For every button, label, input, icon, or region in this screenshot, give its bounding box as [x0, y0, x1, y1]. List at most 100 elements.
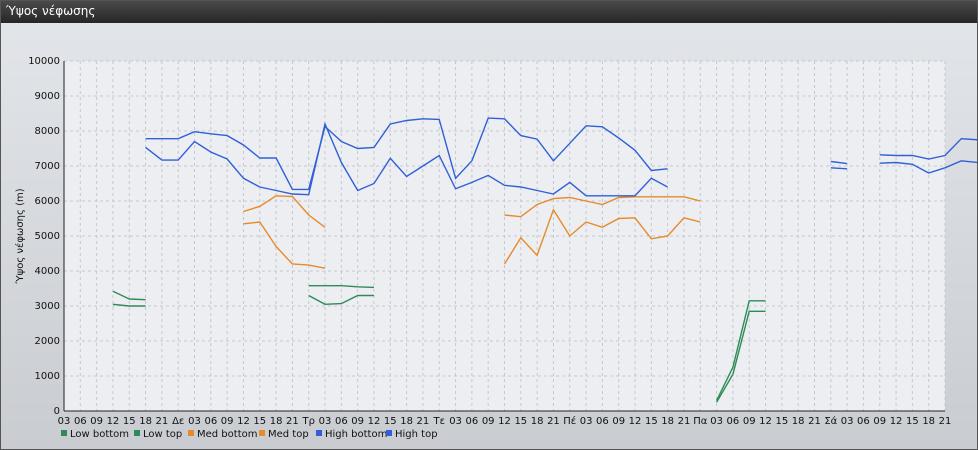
x-tick-label: 15: [384, 416, 397, 427]
y-tick-labels: 0 1000 2000 3000 4000 5000 6000 7000 8000 9000 100…: [28, 56, 60, 417]
series-line-low-bottom: [715, 310, 766, 403]
x-tick-label: 06: [857, 416, 870, 427]
y-tick-label: 10000: [28, 56, 60, 67]
x-tick-label: 06: [74, 416, 87, 427]
legend-label: Med top: [268, 429, 309, 440]
series-line-high-bottom: [145, 121, 668, 197]
y-tick-label: 2000: [35, 336, 60, 347]
x-tick-label: 09: [351, 416, 364, 427]
series-line-low-top: [715, 300, 766, 401]
x-tick-label: 06: [466, 416, 479, 427]
x-tick-label: 03: [188, 416, 201, 427]
series-line-med-top: [504, 196, 701, 218]
y-tick-label: 1000: [35, 371, 60, 382]
series-line-high-top: [830, 160, 848, 165]
x-tick-label: Σά: [824, 415, 837, 427]
x-tick-label: 18: [792, 416, 805, 427]
y-tick-label: 7000: [35, 161, 60, 172]
series-line-low-bottom: [112, 303, 146, 307]
x-tick-label: 15: [514, 416, 527, 427]
x-tick-label: 21: [417, 416, 430, 427]
x-tick-label: 06: [596, 416, 609, 427]
x-tick-label: 12: [890, 416, 903, 427]
x-tick-label: 12: [759, 416, 772, 427]
title-bar: Ύψος νέφωσης: [1, 1, 977, 23]
x-tick-label: 21: [808, 416, 821, 427]
series-line-low-top: [112, 290, 146, 301]
x-tick-label: 18: [400, 416, 413, 427]
x-tick-label: Τρ: [301, 416, 314, 427]
series-line-med-bottom: [243, 221, 326, 269]
series-line-high-top: [879, 137, 977, 160]
x-tick-label: 03: [449, 416, 462, 427]
x-tick-label: 03: [580, 416, 593, 427]
legend-swatch: [188, 430, 194, 436]
x-tick-label: 09: [90, 416, 103, 427]
series-line-med-top: [243, 195, 326, 228]
y-axis-label: Ύψος νέφωσης (m): [14, 188, 26, 284]
x-tick-labels: 03 06 09 12 15 18 21 Δε 03 06 09 12 15 18 21 Τρ 03 06 09 12…: [58, 415, 952, 427]
axes: [63, 61, 945, 412]
series-line-low-bottom: [308, 294, 374, 306]
series-line-low-top: [308, 285, 375, 289]
legend-swatch: [134, 430, 140, 436]
x-tick-label: 06: [335, 416, 348, 427]
x-tick-label: 15: [906, 416, 919, 427]
x-tick-label: 18: [139, 416, 152, 427]
legend: Low bottom Low top Med bottom Med top High b…: [61, 429, 438, 440]
x-tick-label: 06: [727, 416, 740, 427]
x-tick-label: 12: [237, 416, 250, 427]
x-tick-label: 15: [123, 416, 136, 427]
x-tick-label: Πέ: [563, 415, 576, 427]
x-tick-label: 09: [612, 416, 625, 427]
y-tick-label: 3000: [35, 301, 60, 312]
x-tick-label: 12: [629, 416, 642, 427]
x-tick-label: 12: [368, 416, 381, 427]
window-title: Ύψος νέφωσης: [6, 4, 96, 18]
x-tick-label: 15: [253, 416, 266, 427]
x-tick-label: 18: [922, 416, 935, 427]
x-tick-label: 03: [319, 416, 332, 427]
x-tick-label: 12: [498, 416, 511, 427]
y-tick-label: 0: [54, 406, 60, 417]
series-line-high-bottom: [879, 160, 977, 174]
x-tick-label: Πα: [693, 416, 708, 427]
legend-swatch: [316, 430, 322, 436]
x-tick-label: 06: [204, 416, 217, 427]
x-tick-label: 21: [547, 416, 560, 427]
x-tick-label: 09: [743, 416, 756, 427]
x-tick-label: 03: [841, 416, 854, 427]
grid: [63, 60, 946, 412]
y-tick-label: 9000: [35, 91, 60, 102]
legend-label: High top: [395, 429, 438, 440]
legend-swatch: [386, 430, 392, 436]
x-tick-label: 21: [678, 416, 691, 427]
series-line-high-bottom: [830, 167, 848, 170]
series-lines: [112, 117, 977, 403]
x-tick-label: 21: [156, 416, 169, 427]
legend-label: High bottom: [325, 429, 387, 440]
y-tick-label: 8000: [35, 126, 60, 137]
legend-swatch: [259, 430, 265, 436]
x-tick-label: Δε: [172, 416, 184, 427]
y-tick-label: 6000: [35, 196, 60, 207]
x-tick-label: 15: [775, 416, 788, 427]
x-tick-label: 21: [286, 416, 299, 427]
x-tick-label: 18: [531, 416, 544, 427]
legend-label: Low bottom: [70, 429, 129, 440]
legend-swatch: [61, 430, 67, 436]
x-tick-label: 03: [58, 416, 71, 427]
x-tick-label: 21: [939, 416, 952, 427]
y-tick-label: 4000: [35, 266, 60, 277]
x-tick-label: 12: [107, 416, 120, 427]
x-tick-label: 09: [482, 416, 495, 427]
x-tick-label: 15: [645, 416, 658, 427]
x-tick-label: 09: [873, 416, 886, 427]
x-tick-label: Τε: [432, 416, 445, 427]
series-line-high-top: [145, 117, 668, 191]
y-tick-label: 5000: [35, 231, 60, 242]
x-tick-label: 18: [270, 416, 283, 427]
legend-label: Med bottom: [197, 429, 257, 440]
x-tick-label: 09: [221, 416, 234, 427]
